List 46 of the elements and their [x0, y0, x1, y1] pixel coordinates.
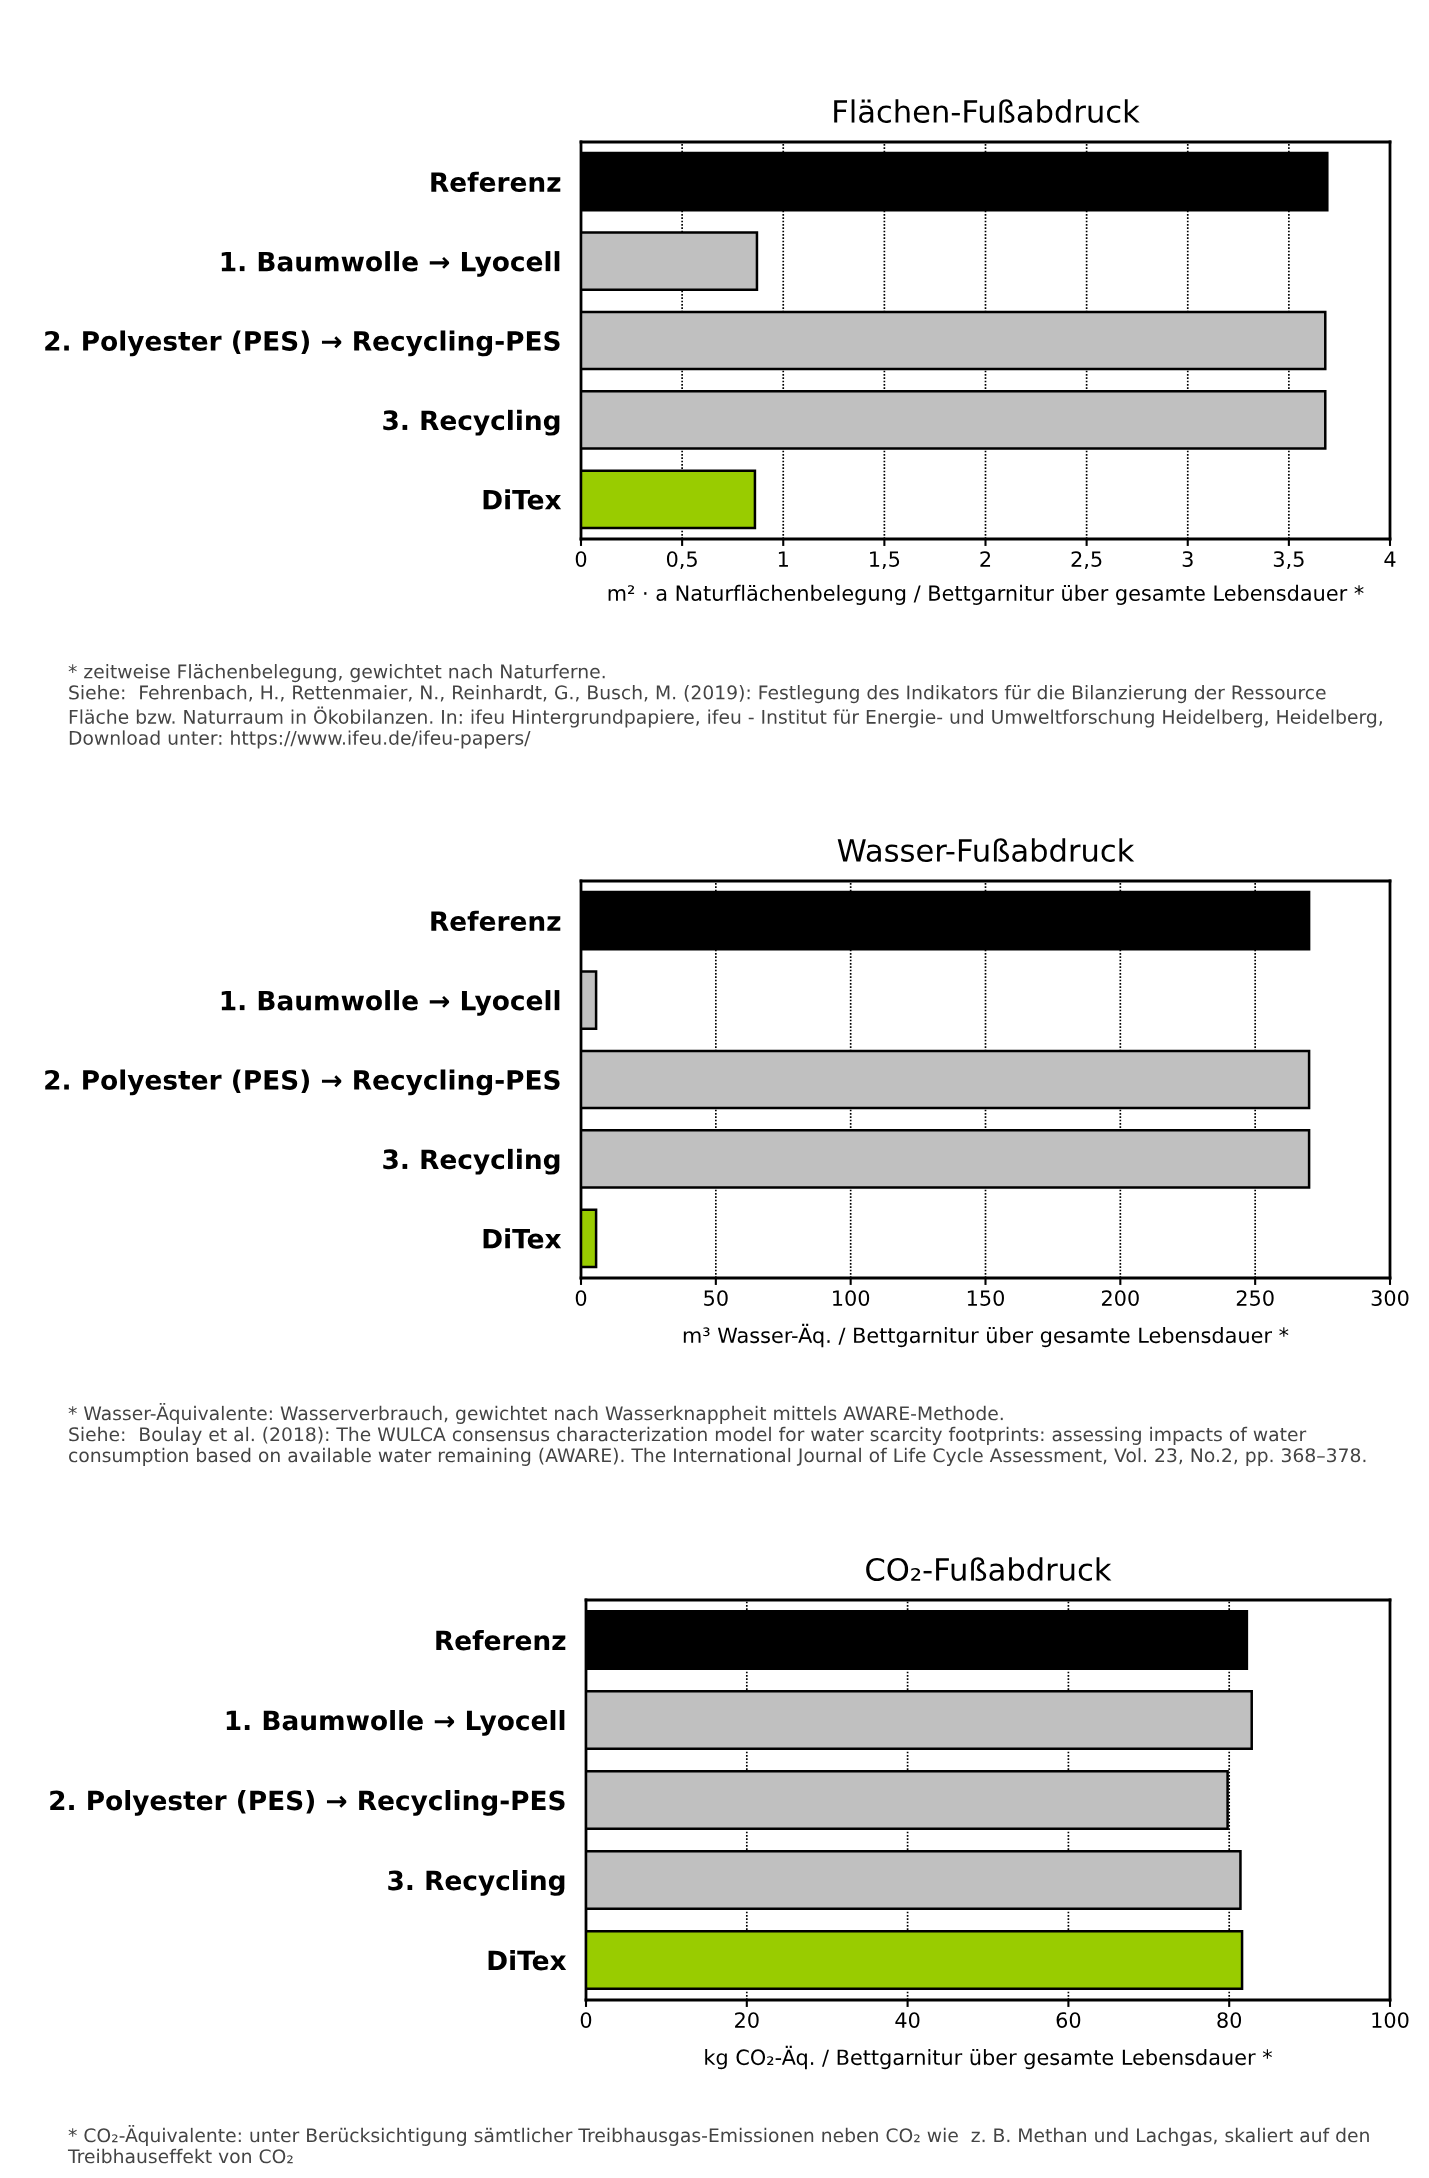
y-tick-label: 2. Polyester (PES) → Recycling-PES	[45, 330, 560, 357]
y-tick-label: DiTex	[488, 1949, 567, 1971]
y-tick-label: 3. Recycling	[383, 409, 560, 436]
x-tick-label: 50	[704, 1290, 728, 1306]
x-tick-label: 80	[1217, 2012, 1242, 2028]
chart-title: CO₂-Fußabdruck	[866, 1557, 1112, 1581]
x-tick-label: 60	[1056, 2012, 1081, 2028]
y-tick-label: Referenz	[431, 171, 561, 193]
x-tick-label: 100	[833, 1290, 870, 1306]
x-tick-label: 200	[1101, 1290, 1139, 1306]
x-tick-label: 3,5	[1273, 551, 1304, 570]
x-tick-label: 250	[1236, 1290, 1274, 1306]
y-tick-label: 2. Polyester (PES) → Recycling-PES	[50, 1789, 565, 1816]
x-axis-title: m² · a Naturflächenbelegung / Bettgarnitur über gesamte Lebensdauer *	[608, 584, 1364, 606]
text: * Wasser-Äquivalente: Wasserverbrauch, gewichtet nach Wasserknappheit mittels AWARE-Methode. Siehe: Boulay et al. (2018): The WULCA consensus characterization model for water scarcity footprints: assessing impacts of water consumption based on available water remaining (AWARE). The International Journal of Life Cycle Assessment, Vol. 23, No.2, pp. 368–378.	[68, 1403, 1366, 1466]
y-tick-label: 3. Recycling	[388, 1869, 565, 1896]
y-tick-label: 1. Baumwolle → Lyocell	[221, 251, 560, 277]
x-axis-title: m³ Wasser-Äq. / Bettgarnitur über gesamte Lebensdauer *	[683, 1323, 1289, 1348]
x-axis-title: kg CO₂-Äq. / Bettgarnitur über gesamte Lebensdauer *	[705, 2045, 1272, 2070]
x-tick-label: 2	[980, 551, 991, 567]
y-tick-label: 1. Baumwolle → Lyocell	[226, 1709, 565, 1736]
x-tick-label: 300	[1371, 1290, 1409, 1306]
y-tick-label: Referenz	[431, 910, 561, 932]
y-tick-label: 3. Recycling	[383, 1148, 560, 1175]
y-tick-label: DiTex	[483, 1228, 562, 1249]
text: * CO₂-Äquivalente: unter Berücksichtigung sämtlicher Treibhausgas-Emissionen neben CO₂ wie z. B. Methan und Lachgas, skaliert auf den Treibhauseffekt von CO₂	[67, 2125, 1369, 2164]
y-tick-label: Referenz	[436, 1629, 566, 1651]
x-tick-label: 1,5	[870, 551, 900, 570]
text: * zeitweise Flächenbelegung, gewichtet nach Naturferne. Siehe: Fehrenbach, H., Rettenmaier, N., Reinhardt, G., Busch, M. (2019): Festlegung des Indikators für die Bilanzierung der Ressource Fläche bzw. Naturraum in Ökobilanzen. In: ifeu Hintergrundpapiere, ifeu - Institut für Energie- und Umweltforschung Heidelberg, Heidelberg, Download unter: https://www.ifeu.de/ifeu-papers/	[68, 664, 1382, 749]
chart-title: Wasser-Fußabdruck	[837, 838, 1135, 862]
x-tick-label: 0	[575, 1290, 587, 1306]
chart-title: Flächen-Fußabdruck	[834, 99, 1140, 123]
y-tick-label: 2. Polyester (PES) → Recycling-PES	[45, 1069, 560, 1096]
x-tick-label: 150	[967, 1290, 1004, 1306]
y-tick-label: 1. Baumwolle → Lyocell	[221, 990, 560, 1016]
x-tick-label: 3	[1182, 551, 1193, 567]
x-tick-label: 2,5	[1071, 551, 1102, 570]
y-tick-label: DiTex	[483, 489, 562, 510]
x-tick-label: 0,5	[666, 551, 697, 570]
x-tick-label: 100	[1372, 2012, 1409, 2028]
x-tick-label: 0	[580, 2012, 592, 2028]
x-tick-label: 1	[778, 551, 788, 567]
x-tick-label: 20	[735, 2012, 759, 2028]
x-tick-label: 4	[1384, 551, 1396, 567]
x-tick-label: 0	[575, 551, 587, 567]
x-tick-label: 40	[895, 2012, 920, 2028]
